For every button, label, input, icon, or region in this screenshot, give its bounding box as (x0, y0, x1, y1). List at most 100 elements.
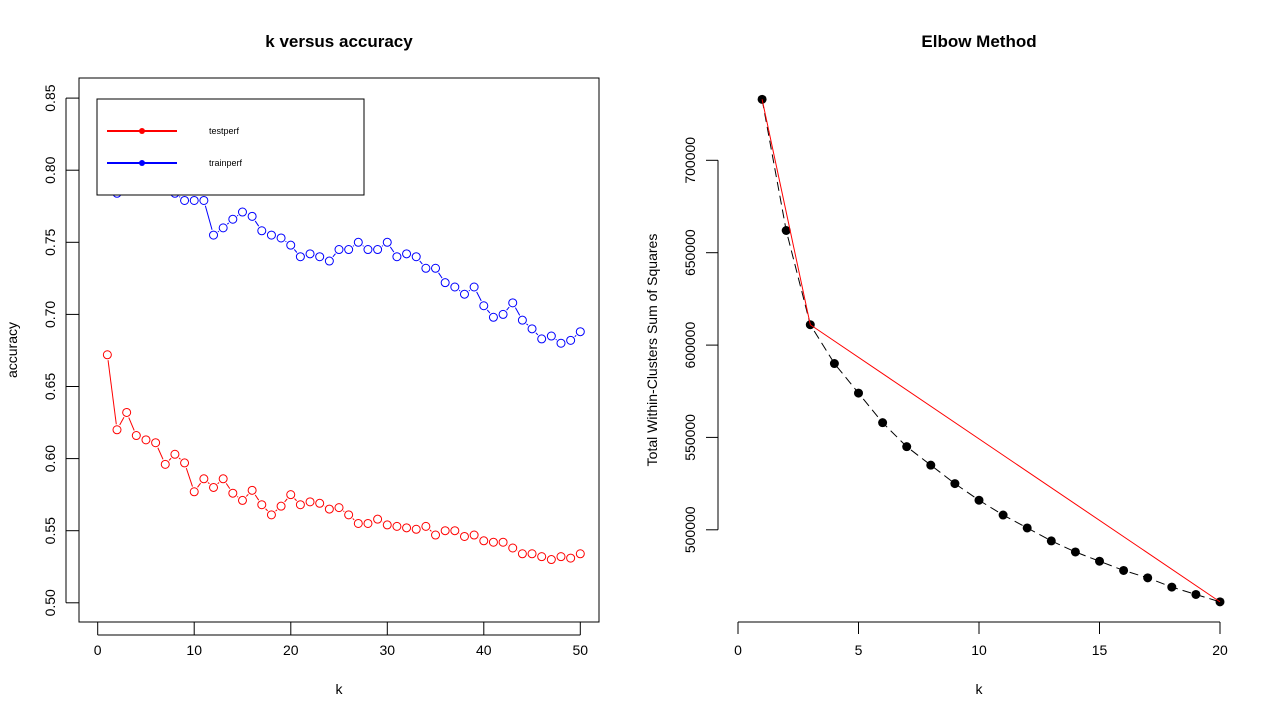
trainperf-point (286, 240, 296, 250)
wss-point (1143, 573, 1153, 583)
series-wss-dashed (757, 94, 1225, 607)
wss-point (998, 510, 1008, 520)
trainperf-point (276, 233, 286, 243)
trainperf-point (189, 195, 199, 205)
testperf-point (209, 482, 219, 492)
legend-box (96, 98, 365, 196)
series-testperf (102, 350, 585, 565)
x-tick-label: 10 (971, 642, 987, 658)
trainperf-point (344, 245, 354, 255)
trainperf-point (228, 214, 238, 224)
trainperf-segment (486, 309, 491, 314)
testperf-point (257, 500, 267, 510)
testperf-point (469, 530, 479, 540)
testperf-point (411, 524, 421, 534)
wss-point (974, 495, 984, 505)
testperf-segment (352, 518, 355, 521)
testperf-point (479, 536, 489, 546)
testperf-point (363, 518, 373, 528)
testperf-point (527, 549, 537, 559)
x-tick-label: 5 (855, 642, 863, 658)
trainperf-point (209, 230, 219, 240)
y-tick-label: 0.70 (42, 301, 58, 328)
testperf-segment (217, 482, 220, 485)
testperf-segment (157, 447, 164, 460)
testperf-segment (178, 457, 181, 460)
testperf-point (122, 407, 132, 417)
testperf-point (508, 543, 518, 553)
testperf-point (228, 488, 238, 498)
trainperf-point (180, 195, 190, 205)
testperf-point (459, 531, 469, 541)
trainperf-point (218, 223, 228, 233)
chart-k-versus-accuracy: k versus accuracy 0 10 20 30 40 50 (4, 32, 600, 697)
wss-point (829, 359, 839, 369)
trainperf-segment (254, 220, 260, 227)
testperf-point (237, 495, 247, 505)
wss-dashed-line (761, 99, 1221, 603)
trainperf-segment (362, 245, 364, 247)
y-axis-right: 500000 550000 600000 650000 700000 (682, 137, 719, 553)
testperf-segment (207, 482, 210, 485)
testperf-point (141, 435, 151, 445)
testperf-segment (225, 483, 231, 489)
x-axis-label-right: k (976, 681, 984, 697)
testperf-point (305, 497, 315, 507)
y-tick-label: 600000 (682, 322, 698, 369)
y-axis-label-left: accuracy (4, 322, 20, 378)
y-axis-label-right: Total Within-Clusters Sum of Squares (644, 234, 660, 467)
testperf-point (353, 518, 363, 528)
testperf-segment (128, 417, 135, 431)
testperf-segment (294, 498, 297, 502)
testperf-point (392, 521, 402, 531)
testperf-point (160, 459, 170, 469)
y-tick-label: 500000 (682, 506, 698, 553)
x-axis-left: 0 10 20 30 40 50 (94, 622, 588, 658)
testperf-point (556, 552, 566, 562)
trainperf-point (440, 278, 450, 288)
trainperf-point (556, 338, 566, 348)
testperf-point (537, 552, 547, 562)
y-tick-label: 550000 (682, 414, 698, 461)
testperf-point (180, 458, 190, 468)
x-tick-label: 0 (94, 642, 102, 658)
chart-title-left: k versus accuracy (265, 32, 413, 51)
x-axis-right: 0 5 10 15 20 (734, 621, 1228, 658)
testperf-point (431, 530, 441, 540)
legend-label-trainperf: trainperf (209, 158, 243, 168)
trainperf-segment (217, 230, 220, 233)
wss-point (926, 460, 936, 470)
trainperf-segment (352, 245, 355, 247)
wss-point (1046, 536, 1056, 546)
trainperf-point (334, 245, 344, 255)
trainperf-point (363, 245, 373, 255)
testperf-segment (245, 493, 249, 497)
trainperf-segment (179, 196, 181, 198)
trainperf-point (382, 237, 392, 247)
trainperf-segment (535, 332, 539, 336)
testperf-point (440, 526, 450, 536)
wss-point (1095, 556, 1104, 566)
x-tick-label: 15 (1092, 642, 1108, 658)
trainperf-segment (419, 260, 423, 265)
testperf-point (247, 485, 257, 495)
trainperf-segment (476, 291, 482, 302)
y-tick-label: 0.65 (42, 373, 58, 400)
testperf-segment (429, 529, 432, 532)
testperf-point (295, 500, 305, 510)
trainperf-segment (526, 323, 529, 326)
trainperf-point (402, 249, 412, 259)
testperf-segment (265, 508, 268, 512)
y-tick-label: 0.60 (42, 445, 58, 472)
testperf-point (546, 555, 556, 565)
testperf-point (421, 521, 431, 531)
testperf-point (112, 425, 122, 435)
x-tick-label: 10 (186, 642, 202, 658)
wss-point (902, 442, 912, 452)
trainperf-point (373, 245, 383, 255)
wss-point (1167, 582, 1177, 592)
testperf-segment (254, 494, 260, 501)
trainperf-segment (236, 214, 239, 217)
trainperf-point (295, 252, 305, 262)
trainperf-point (459, 289, 469, 299)
